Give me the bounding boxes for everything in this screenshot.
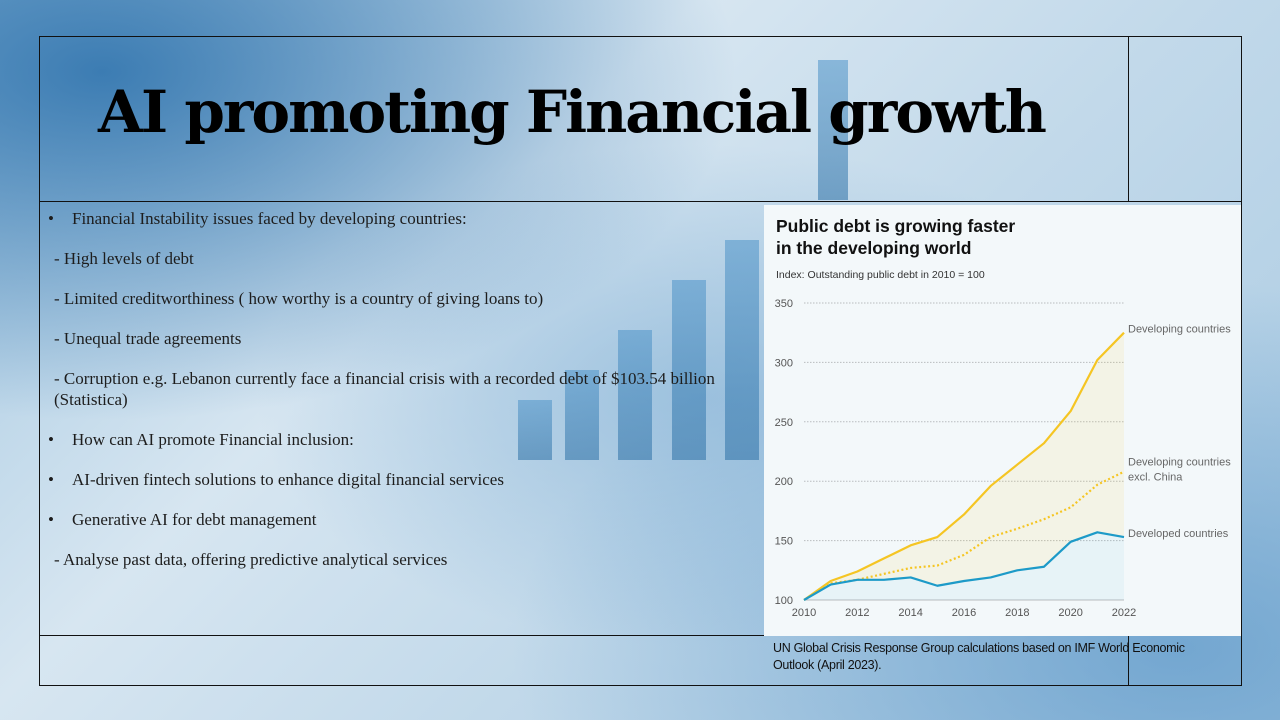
- bullet-text: Financial Instability issues faced by de…: [72, 209, 467, 228]
- bullet-point: • Financial Instability issues faced by d…: [48, 208, 748, 229]
- bullet-list: • Financial Instability issues faced by d…: [48, 208, 748, 589]
- decorative-bar: [725, 240, 759, 460]
- decorative-bar: [565, 370, 599, 460]
- bullet-text: - Analyse past data, offering predictive…: [54, 550, 448, 569]
- gap-area: [804, 332, 1124, 600]
- bullet-text: - Corruption e.g. Lebanon currently face…: [54, 369, 715, 409]
- decorative-bar: [618, 330, 652, 460]
- sub-point: - High levels of debt: [48, 248, 748, 269]
- x-tick-label: 2012: [845, 607, 869, 619]
- chart-source-note: UN Global Crisis Response Group calculat…: [773, 641, 1185, 672]
- chart-subtitle: Index: Outstanding public debt in 2010 =…: [776, 269, 985, 281]
- chart-title: in the developing world: [776, 238, 971, 258]
- bullet-marker: •: [48, 430, 54, 449]
- sub-point: - Unequal trade agreements: [48, 328, 748, 349]
- slide-title: AI promoting Financial growth: [98, 78, 1047, 146]
- x-tick-label: 2018: [1005, 607, 1029, 619]
- bullet-text: Generative AI for debt management: [72, 510, 317, 529]
- bullet-text: How can AI promote Financial inclusion:: [72, 430, 354, 449]
- y-tick-label: 250: [775, 417, 793, 429]
- bullet-point: • Generative AI for debt management: [48, 509, 748, 530]
- y-tick-label: 200: [775, 476, 793, 488]
- sub-point: - Corruption e.g. Lebanon currently face…: [48, 368, 748, 410]
- y-tick-label: 150: [775, 536, 793, 548]
- developed-area: [804, 532, 1124, 600]
- bullet-text: AI-driven fintech solutions to enhance d…: [72, 470, 504, 489]
- x-tick-label: 2020: [1058, 607, 1082, 619]
- bullet-text: - High levels of debt: [54, 249, 194, 268]
- x-tick-label: 2022: [1112, 607, 1136, 619]
- decorative-bar: [818, 60, 848, 200]
- chart-title: Public debt is growing faster: [776, 216, 1015, 236]
- bullet-text: - Unequal trade agreements: [54, 329, 242, 348]
- bullet-marker: •: [48, 470, 54, 489]
- x-tick-label: 2016: [952, 607, 976, 619]
- bullet-text: - Limited creditworthiness ( how worthy …: [54, 289, 544, 308]
- sub-point: - Limited creditworthiness ( how worthy …: [48, 288, 748, 309]
- debt-chart-panel: Public debt is growing faster in the deve…: [764, 205, 1241, 636]
- series-label: Developing countries: [1128, 457, 1231, 469]
- y-tick-label: 300: [775, 357, 793, 369]
- decorative-bar: [518, 400, 552, 460]
- bullet-point: • How can AI promote Financial inclusion:: [48, 429, 748, 450]
- x-tick-label: 2010: [792, 607, 816, 619]
- decorative-bar: [672, 280, 706, 460]
- y-tick-label: 100: [775, 595, 793, 607]
- y-tick-label: 350: [775, 298, 793, 310]
- x-tick-label: 2014: [898, 607, 922, 619]
- bullet-marker: •: [48, 209, 54, 228]
- series-label: Developing countries: [1128, 324, 1231, 336]
- series-label: Developed countries: [1128, 528, 1229, 540]
- bullet-marker: •: [48, 510, 54, 529]
- bullet-point: • AI-driven fintech solutions to enhance …: [48, 469, 748, 490]
- sub-point: - Analyse past data, offering predictive…: [48, 549, 748, 570]
- footer-frame-inner: [39, 635, 1129, 686]
- series-label: excl. China: [1128, 472, 1183, 484]
